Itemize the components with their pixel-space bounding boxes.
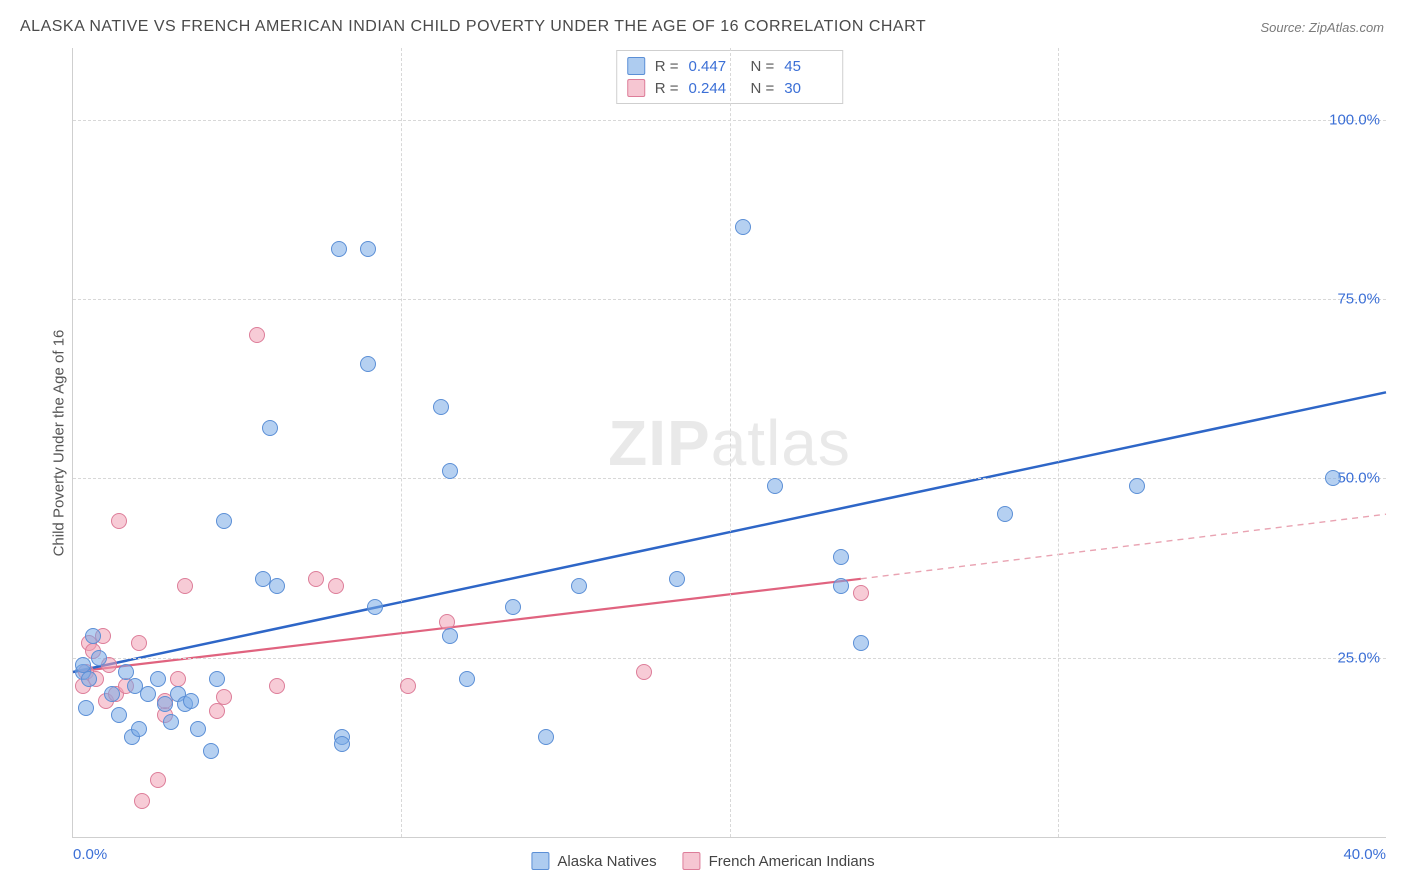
data-point-blue [209,671,225,687]
stat-r-label-blue: R = [655,58,679,75]
data-point-blue [833,578,849,594]
data-point-pink [249,327,265,343]
data-point-pink [209,703,225,719]
stat-n-value-pink: 30 [784,80,828,97]
data-point-pink [131,635,147,651]
stat-r-value-pink: 0.244 [689,80,733,97]
data-point-pink [636,664,652,680]
legend-swatch-pink-icon [683,852,701,870]
y-axis-label: Child Poverty Under the Age of 16 [51,329,68,556]
gridline-v [401,48,402,837]
data-point-blue [853,635,869,651]
data-point-blue [262,420,278,436]
data-point-blue [78,700,94,716]
data-point-blue [216,513,232,529]
stat-n-label-pink: N = [751,80,775,97]
x-tick-label: 40.0% [1343,846,1386,863]
stat-n-value-blue: 45 [784,58,828,75]
stat-r-label-pink: R = [655,80,679,97]
source-attribution: Source: ZipAtlas.com [1260,20,1384,35]
data-point-pink [308,571,324,587]
legend-item-pink: French American Indians [683,852,875,870]
legend-label-pink: French American Indians [709,853,875,870]
swatch-pink-icon [627,79,645,97]
legend-swatch-blue-icon [531,852,549,870]
data-point-blue [571,578,587,594]
stats-row-pink: R = 0.244 N = 30 [627,79,829,97]
plot-area: Child Poverty Under the Age of 16 ZIPatl… [72,48,1386,838]
data-point-pink [853,585,869,601]
legend-item-blue: Alaska Natives [531,852,656,870]
data-point-blue [360,356,376,372]
y-tick-label: 25.0% [1337,649,1380,666]
data-point-pink [111,513,127,529]
data-point-blue [85,628,101,644]
y-tick-label: 100.0% [1329,111,1380,128]
data-point-blue [111,707,127,723]
data-point-blue [118,664,134,680]
chart-title: ALASKA NATIVE VS FRENCH AMERICAN INDIAN … [20,18,926,36]
data-point-blue [669,571,685,587]
data-point-blue [833,549,849,565]
data-point-pink [439,614,455,630]
data-point-blue [735,219,751,235]
stats-row-blue: R = 0.447 N = 45 [627,57,829,75]
stat-r-value-blue: 0.447 [689,58,733,75]
data-point-blue [442,628,458,644]
data-point-blue [997,506,1013,522]
data-point-blue [203,743,219,759]
y-tick-label: 50.0% [1337,470,1380,487]
data-point-blue [459,671,475,687]
data-point-pink [328,578,344,594]
legend-label-blue: Alaska Natives [557,853,656,870]
data-point-blue [81,671,97,687]
stat-n-label-blue: N = [751,58,775,75]
data-point-blue [538,729,554,745]
data-point-blue [163,714,179,730]
data-point-blue [1325,470,1341,486]
data-point-pink [269,678,285,694]
x-tick-label: 0.0% [73,846,107,863]
y-tick-label: 75.0% [1337,291,1380,308]
data-point-blue [1129,478,1145,494]
data-point-pink [134,793,150,809]
data-point-blue [767,478,783,494]
data-point-blue [104,686,120,702]
data-point-blue [334,736,350,752]
data-point-blue [157,696,173,712]
chart-container: Child Poverty Under the Age of 16 ZIPatl… [20,48,1386,874]
data-point-blue [183,693,199,709]
data-point-blue [442,463,458,479]
gridline-v [730,48,731,837]
data-point-blue [505,599,521,615]
data-point-blue [360,241,376,257]
data-point-blue [91,650,107,666]
data-point-pink [400,678,416,694]
data-point-blue [131,721,147,737]
swatch-blue-icon [627,57,645,75]
trendline [861,514,1386,579]
data-point-pink [216,689,232,705]
bottom-legend: Alaska Natives French American Indians [531,852,874,870]
data-point-blue [433,399,449,415]
data-point-pink [150,772,166,788]
data-point-pink [177,578,193,594]
data-point-blue [150,671,166,687]
data-point-blue [140,686,156,702]
data-point-blue [367,599,383,615]
data-point-blue [269,578,285,594]
data-point-blue [190,721,206,737]
gridline-v [1058,48,1059,837]
data-point-blue [331,241,347,257]
